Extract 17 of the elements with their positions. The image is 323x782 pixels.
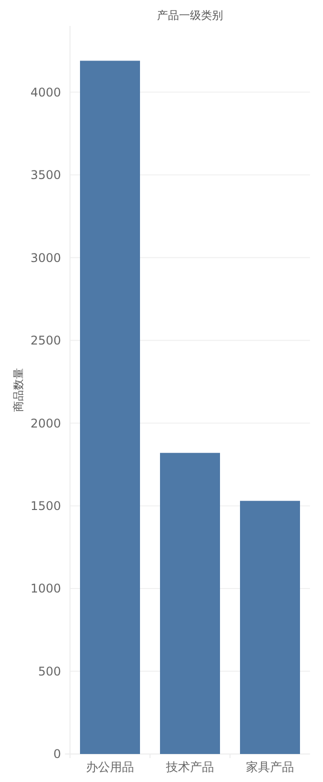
y-tick-label: 1500 — [30, 499, 61, 514]
bar — [240, 500, 300, 754]
x-tick-label: 技术产品 — [165, 760, 214, 774]
bar — [160, 452, 220, 754]
bar — [80, 60, 140, 754]
y-tick-label: 500 — [38, 664, 61, 678]
y-tick-label: 3000 — [30, 250, 61, 265]
y-tick-label: 2500 — [30, 334, 61, 348]
x-axis-title: 产品一级类别 — [157, 9, 223, 22]
x-tick-label: 家具产品 — [246, 760, 294, 774]
y-tick-label: 1000 — [30, 582, 61, 596]
y-tick-label: 4000 — [30, 85, 61, 100]
y-tick-label: 3500 — [30, 168, 61, 182]
x-tick-label: 办公用品 — [86, 760, 134, 774]
y-tick-label: 2000 — [30, 416, 61, 430]
y-axis-title: 商品数量 — [12, 368, 25, 412]
y-tick-label: 0 — [53, 747, 61, 762]
